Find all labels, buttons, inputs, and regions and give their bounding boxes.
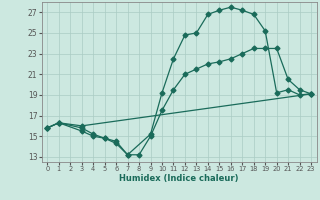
X-axis label: Humidex (Indice chaleur): Humidex (Indice chaleur) [119, 174, 239, 183]
